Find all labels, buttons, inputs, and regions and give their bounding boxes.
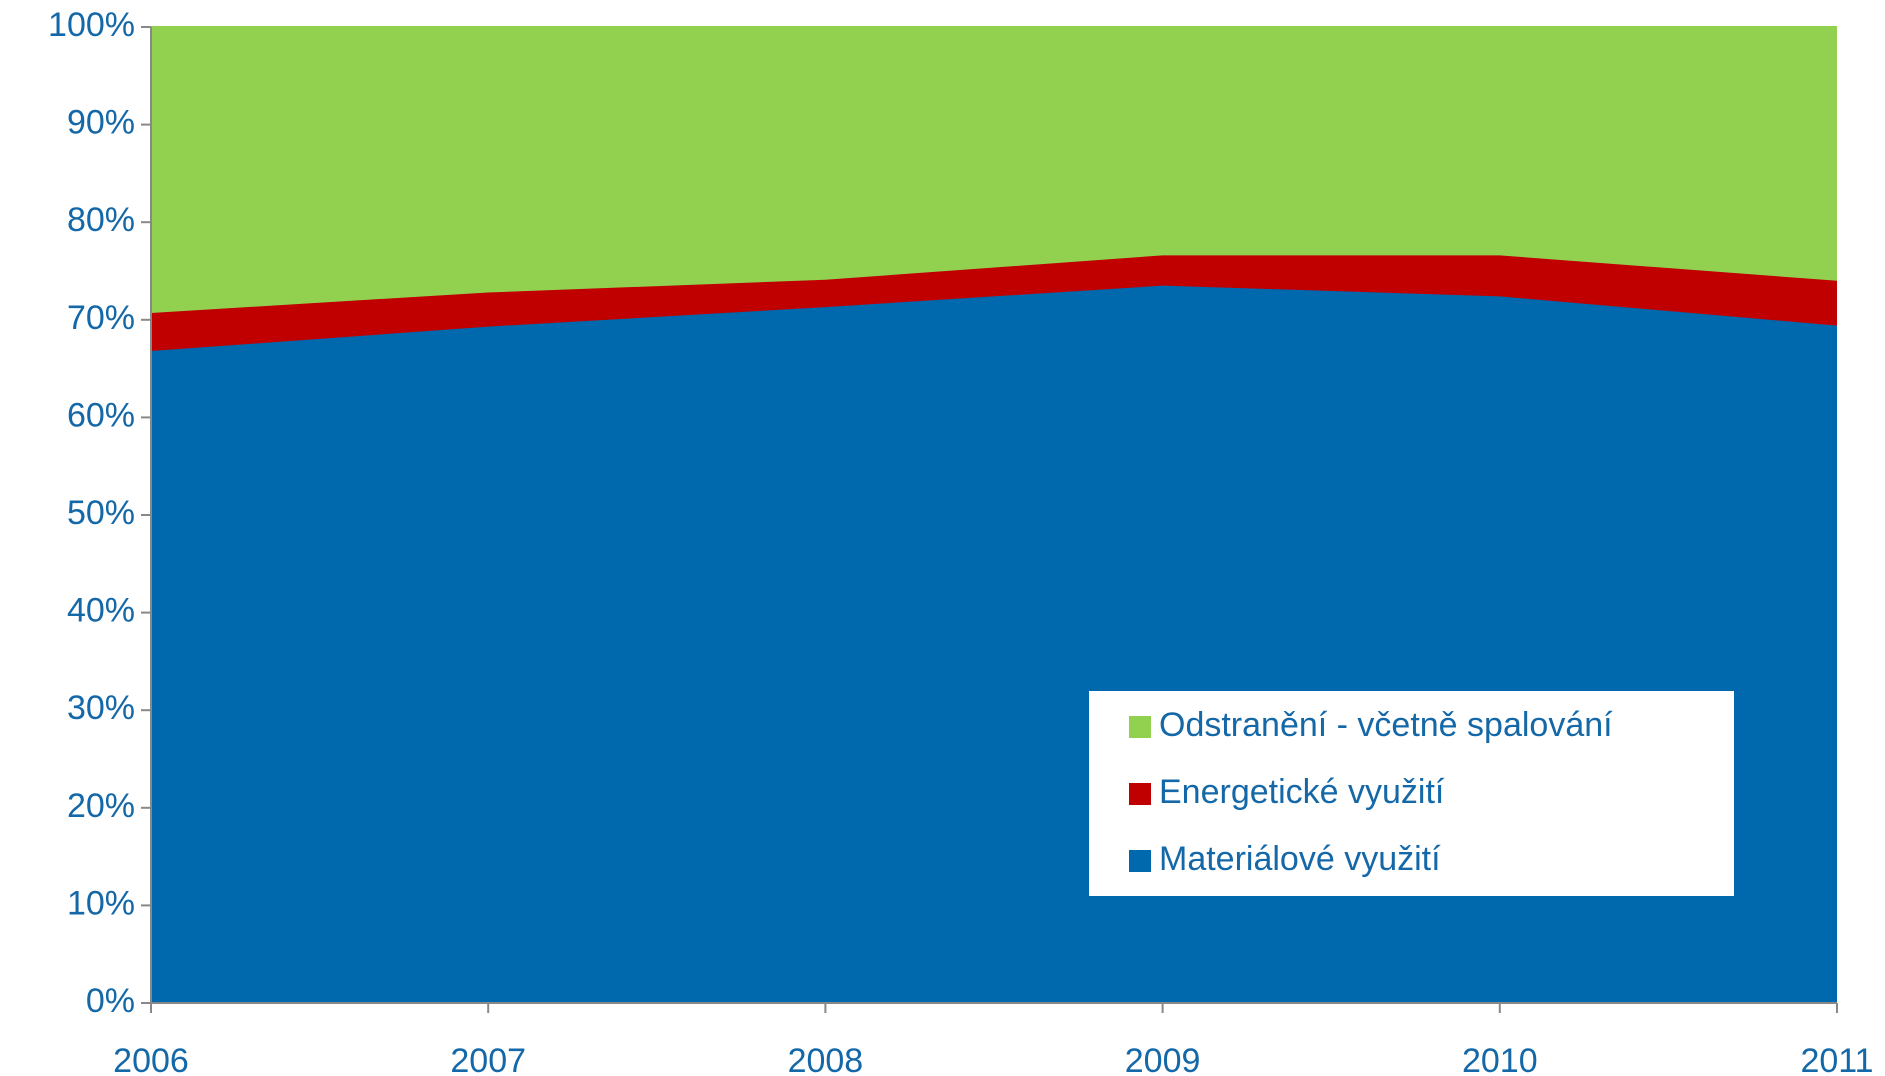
legend-swatch xyxy=(1129,783,1151,805)
area-fill xyxy=(151,255,1837,352)
area-fill xyxy=(151,27,1837,313)
x-tick-label: 2007 xyxy=(450,1042,526,1076)
legend-label: Energetické využití xyxy=(1159,773,1445,811)
x-tick-label: 2006 xyxy=(113,1042,189,1076)
y-tick-label: 80% xyxy=(67,201,135,239)
legend-swatch xyxy=(1129,850,1151,872)
x-tick-label: 2011 xyxy=(1800,1042,1873,1076)
legend-label: Materiálové využití xyxy=(1159,840,1441,878)
legend-swatch xyxy=(1129,716,1151,738)
y-tick-label: 40% xyxy=(67,592,135,630)
y-tick-label: 0% xyxy=(86,982,135,1020)
x-tick-label: 2008 xyxy=(788,1042,864,1076)
x-tick-label: 2009 xyxy=(1125,1042,1201,1076)
area-edge xyxy=(150,254,1838,314)
y-tick-label: 90% xyxy=(67,104,135,142)
y-tick-label: 50% xyxy=(67,494,135,532)
y-tick-label: 70% xyxy=(67,299,135,337)
y-tick-label: 100% xyxy=(48,6,135,44)
legend-label: Odstranění - včetně spalování xyxy=(1159,706,1613,744)
y-tick-label: 30% xyxy=(67,689,135,727)
y-tick-label: 10% xyxy=(67,884,135,922)
legend-box xyxy=(1089,691,1734,896)
y-tick-label: 60% xyxy=(67,396,135,434)
y-tick-label: 20% xyxy=(67,787,135,825)
x-tick-label: 2010 xyxy=(1462,1042,1538,1076)
